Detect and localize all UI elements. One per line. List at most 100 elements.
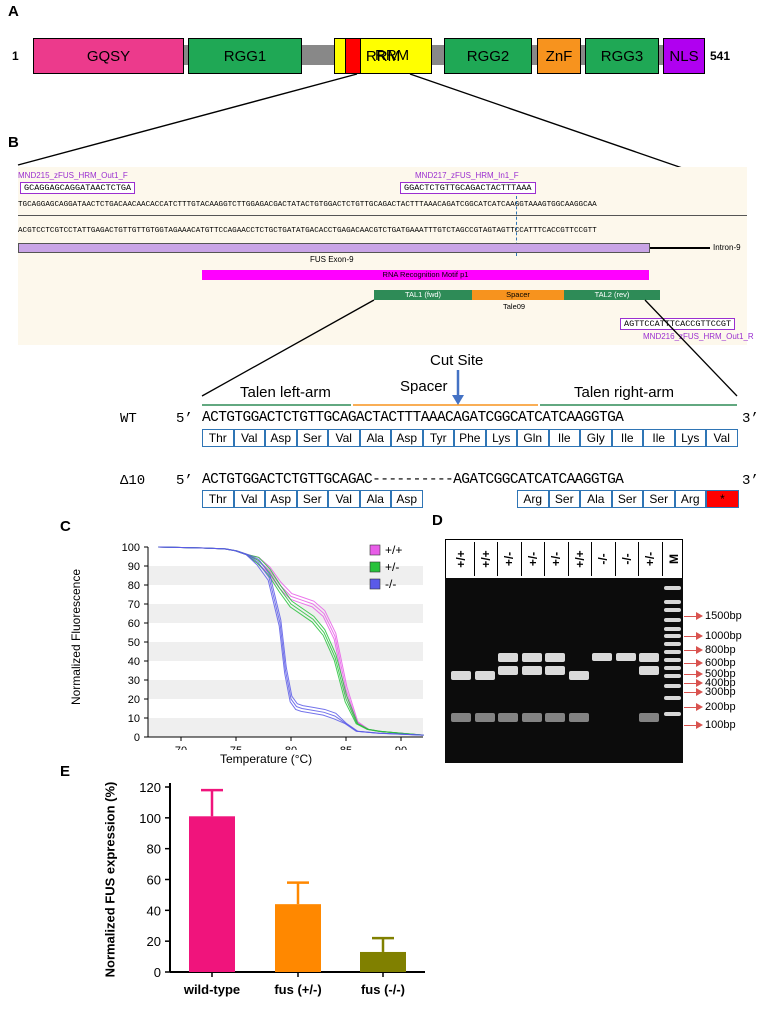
gel-lane-header-cell: +/+ <box>567 542 590 576</box>
marker-arrowhead <box>696 646 703 654</box>
panel-e-label: E <box>60 763 71 780</box>
y-tick-label: 60 <box>128 618 140 630</box>
x-tick-label: fus (-/-) <box>361 982 405 997</box>
legend-label: +/- <box>385 560 399 574</box>
x-tick-label: 90 <box>395 745 407 750</box>
gel-band <box>639 713 659 722</box>
ladder-band <box>663 586 681 590</box>
gel-lane-header-cell: +/+ <box>473 542 496 576</box>
marker-size-label: 600bp <box>705 657 736 669</box>
cut-site-marker <box>516 196 517 256</box>
amino-acid-box: Asp <box>391 490 423 508</box>
amino-acid-box: Arg <box>517 490 549 508</box>
stop-codon-box: * <box>706 490 739 508</box>
marker-arrow <box>684 636 698 637</box>
hrm-curve-2 <box>158 546 423 736</box>
y-tick-label: 80 <box>147 842 161 857</box>
qpcr-ylabel: Normalized FUS expression (%) <box>102 781 118 978</box>
x-tick-label: fus (+/-) <box>274 982 321 997</box>
cut-site-label: Cut Site <box>430 352 484 369</box>
gel-band <box>521 653 542 662</box>
del10-amino-acid-row-right: Arg Ser Ala Ser Ser Arg * <box>517 490 739 508</box>
ladder-band <box>663 608 681 612</box>
amino-acid-box: Lys <box>674 429 706 447</box>
marker-arrow <box>684 683 698 684</box>
y-tick-label: 40 <box>128 656 140 668</box>
legend-swatch <box>369 561 381 573</box>
amino-acid-box: Asp <box>265 490 297 508</box>
sequence-ruler <box>18 215 747 216</box>
gel-lane-header-cell: M <box>661 542 684 576</box>
gel-band <box>498 666 518 675</box>
gel-band <box>521 713 542 722</box>
ladder-band <box>663 650 681 654</box>
fus-exon9-label: FUS Exon-9 <box>310 255 354 264</box>
marker-arrow <box>684 692 698 693</box>
marker-arrowhead <box>696 721 703 729</box>
amino-acid-box: Gln <box>517 429 549 447</box>
grid-band <box>148 566 423 585</box>
tale09-label: Tale09 <box>503 302 526 311</box>
y-tick-label: 120 <box>139 780 161 795</box>
del10-5prime: 5’ <box>176 473 193 489</box>
hrm-curve-2 <box>159 546 424 736</box>
y-tick-label: 90 <box>128 561 140 573</box>
gel-band <box>474 713 495 722</box>
amino-acid-box: Val <box>233 490 265 508</box>
x-tick-label: 75 <box>230 745 242 750</box>
intron9-label: Intron-9 <box>713 243 741 252</box>
del10-3prime: 3’ <box>742 473 759 489</box>
amino-acid-box: Ser <box>643 490 675 508</box>
x-tick-label: wild-type <box>183 982 240 997</box>
marker-arrow <box>684 674 698 675</box>
primer-215-name: MND215_zFUS_HRM_Out1_F <box>18 171 128 180</box>
y-tick-label: 100 <box>139 811 161 826</box>
hrm-ylabel: Normalized Fluorescence <box>69 568 83 706</box>
talen-right-arm-label: Talen right-arm <box>574 384 675 401</box>
panel-b-label: B <box>8 134 19 151</box>
fus-exon9-bar <box>18 243 650 253</box>
hrm-xlabel: Temperature (°C) <box>220 752 313 766</box>
gel-lane-label: +/+ <box>454 550 468 568</box>
gel-lane-header-cell: +/- <box>497 542 519 576</box>
ladder-band <box>663 674 681 678</box>
y-tick-label: 20 <box>147 934 161 949</box>
panel-a-label: A <box>8 3 19 20</box>
marker-size-label: 1000bp <box>705 630 742 642</box>
amino-acid-box: Ile <box>548 429 580 447</box>
gel-band <box>545 666 565 675</box>
talen-left-arm-label: Talen left-arm <box>240 384 331 401</box>
domain-znf: ZnF <box>537 38 581 74</box>
grid-band <box>148 642 423 661</box>
bar-1 <box>275 904 321 972</box>
rrm-motif-bar: RNA Recognition Motif p1 <box>202 270 649 280</box>
y-tick-label: 80 <box>128 580 140 592</box>
gel-band <box>474 671 495 680</box>
y-tick-label: 0 <box>154 965 161 980</box>
gel-band <box>592 653 612 661</box>
x-tick-label: 70 <box>175 745 187 750</box>
gel-band <box>615 653 636 661</box>
spacer-label: Spacer <box>400 378 448 395</box>
y-tick-label: 0 <box>134 732 140 744</box>
ladder-band <box>663 658 681 662</box>
primer-216-seq: AGTTCCATTTCACCGTTCCGT <box>620 318 736 330</box>
y-tick-label: 70 <box>128 599 140 611</box>
legend-label: +/+ <box>385 543 402 557</box>
primer-217-name: MND217_zFUS_HRM_In1_F <box>415 171 519 180</box>
bar-0 <box>189 816 235 972</box>
ladder-band <box>663 696 681 700</box>
gel-lane-header-cell: +/- <box>638 542 660 576</box>
legend-swatch <box>369 578 381 590</box>
marker-size-label: 400bp <box>705 677 736 689</box>
amino-acid-box: Ile <box>611 429 643 447</box>
amino-acid-box: Ser <box>548 490 580 508</box>
domain-rrm-text: RRM <box>375 47 410 64</box>
ladder-band <box>663 618 681 622</box>
spacer-bar: Spacer <box>472 290 564 300</box>
y-tick-label: 50 <box>128 637 140 649</box>
marker-arrowhead <box>696 703 703 711</box>
gel-band <box>545 653 565 662</box>
wt-5prime: 5’ <box>176 411 193 427</box>
del10-sequence: ACTGTGGACTCTGTTGCAGAC----------AGATCGGCA… <box>202 472 624 488</box>
